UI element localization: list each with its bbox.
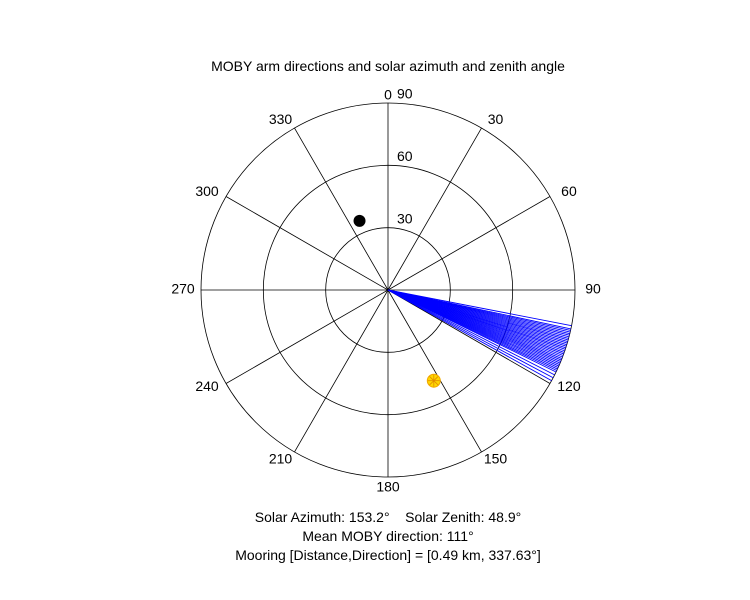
- polar-grid: [200, 102, 576, 478]
- theta-tick-label-180: 180: [376, 479, 400, 495]
- theta-tick-label-210: 210: [269, 451, 293, 467]
- spoke-150: [387, 289, 482, 453]
- sun-icon: [426, 373, 441, 388]
- solar-azimuth-caption: Solar Azimuth: 153.2°: [254, 509, 390, 525]
- sun-ray: [433, 380, 439, 386]
- theta-tick-label-120: 120: [557, 378, 581, 394]
- theta-tick-label-240: 240: [195, 378, 219, 394]
- sun-ray: [429, 376, 435, 381]
- arm-line-31: [387, 289, 554, 379]
- axis-labels: 0 30 60 90 120 150 180 210 240 270 300 330 30 60 90: [171, 86, 601, 495]
- spoke-120: [387, 289, 551, 384]
- mooring-caption: Mooring [Distance,Direction] = [0.49 km,…: [235, 547, 541, 563]
- ring-90: [200, 102, 576, 478]
- r-tick-label-90: 90: [397, 86, 413, 102]
- spoke-60: [387, 196, 551, 291]
- arm-line-29: [387, 289, 557, 373]
- theta-tick-label-300: 300: [195, 183, 219, 199]
- spoke-210: [294, 289, 389, 453]
- chart-title: MOBY arm directions and solar azimuth an…: [211, 58, 565, 74]
- arm-line-30: [387, 289, 555, 376]
- theta-tick-label-150: 150: [484, 451, 508, 467]
- ring-60: [262, 164, 514, 416]
- solar-angles-caption: Solar Azimuth: 153.2° Solar Zenith: 48.9…: [0, 509, 750, 525]
- solar-zenith-caption: Solar Zenith: 48.9°: [405, 509, 522, 525]
- theta-tick-label-270: 270: [171, 281, 195, 297]
- theta-tick-label-30: 30: [488, 111, 504, 127]
- spoke-300: [225, 196, 389, 291]
- mean-moby-caption: Mean MOBY direction: 111°: [302, 528, 474, 544]
- sun-ray: [429, 380, 435, 386]
- theta-tick-label-90: 90: [585, 281, 601, 297]
- mooring-marker: [353, 214, 366, 227]
- r-tick-label-30: 30: [397, 210, 413, 226]
- sun-ray: [433, 376, 439, 381]
- spoke-30: [387, 127, 482, 291]
- ring-30: [325, 227, 451, 353]
- spoke-330: [294, 127, 389, 291]
- theta-tick-label-0: 0: [384, 87, 392, 103]
- r-tick-label-60: 60: [397, 148, 413, 164]
- moby-arm-directions: [387, 289, 572, 382]
- arm-line-0: [387, 289, 572, 327]
- theta-tick-label-330: 330: [269, 111, 293, 127]
- spoke-240: [225, 289, 389, 384]
- arm-line-32: [387, 289, 552, 382]
- markers: [353, 214, 441, 388]
- theta-tick-label-60: 60: [561, 183, 577, 199]
